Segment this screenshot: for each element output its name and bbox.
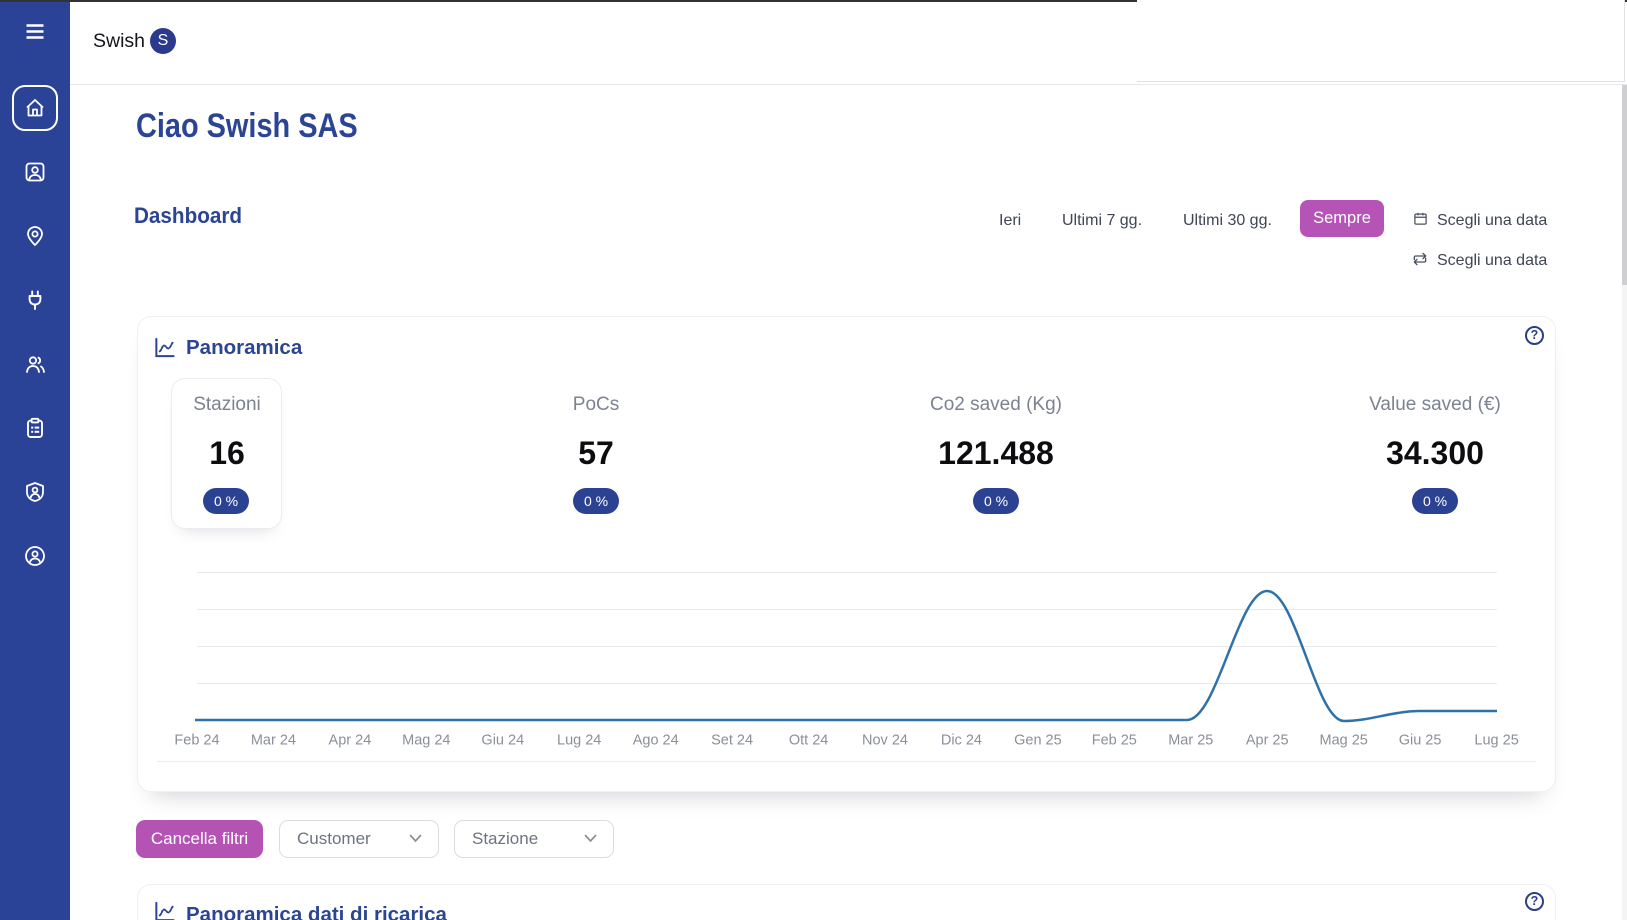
svg-text:Lug 24: Lug 24: [557, 733, 601, 749]
svg-text:Ago 24: Ago 24: [633, 733, 679, 749]
svg-text:Set 24: Set 24: [711, 733, 753, 749]
svg-text:Gen 25: Gen 25: [1014, 733, 1062, 749]
svg-text:Lug 25: Lug 25: [1474, 733, 1518, 749]
svg-text:Apr 25: Apr 25: [1246, 733, 1289, 749]
svg-text:Mag 25: Mag 25: [1320, 733, 1368, 749]
svg-text:Feb 25: Feb 25: [1092, 733, 1137, 749]
svg-text:Dic 24: Dic 24: [941, 733, 982, 749]
svg-text:Nov 24: Nov 24: [862, 733, 908, 749]
svg-text:Ott 24: Ott 24: [789, 733, 829, 749]
svg-text:Mag 24: Mag 24: [402, 733, 450, 749]
svg-text:Apr 24: Apr 24: [329, 733, 372, 749]
svg-text:Giu 25: Giu 25: [1399, 733, 1442, 749]
svg-text:Mar 25: Mar 25: [1168, 733, 1213, 749]
svg-text:Feb 24: Feb 24: [174, 733, 219, 749]
svg-text:Giu 24: Giu 24: [481, 733, 524, 749]
svg-text:Mar 24: Mar 24: [251, 733, 296, 749]
